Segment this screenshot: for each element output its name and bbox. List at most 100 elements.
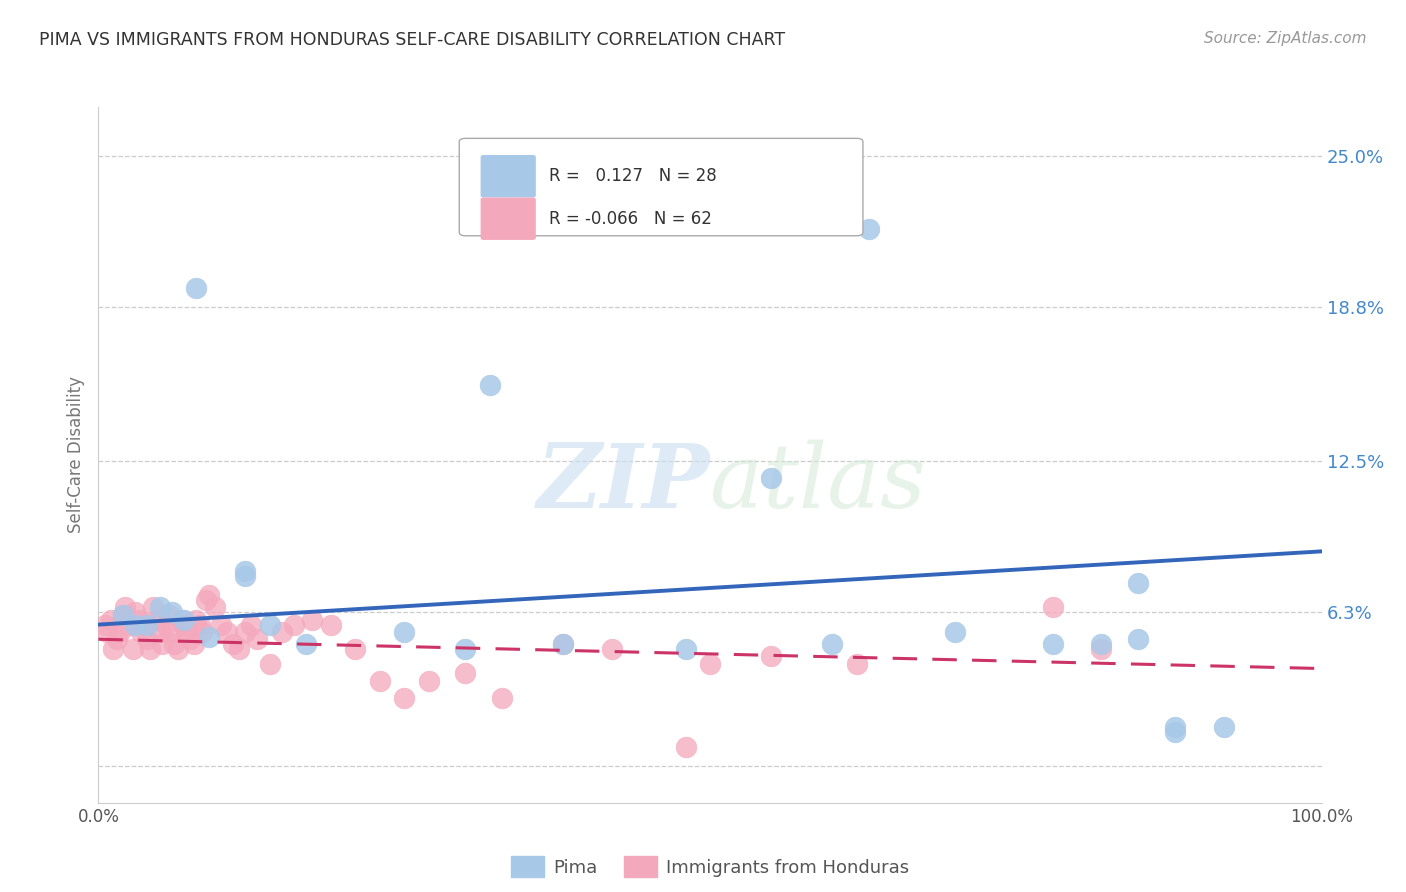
Point <box>1164 720 1187 734</box>
Point <box>699 657 721 671</box>
Point <box>600 642 623 657</box>
Point <box>259 617 281 632</box>
Point <box>179 632 201 647</box>
Text: R =   0.127   N = 28: R = 0.127 N = 28 <box>548 167 716 186</box>
Point <box>163 637 186 651</box>
Point <box>228 642 250 657</box>
Point <box>183 637 205 651</box>
Point <box>136 632 159 647</box>
Point <box>191 624 214 639</box>
Point <box>195 593 218 607</box>
Point <box>124 606 146 620</box>
Point <box>139 642 162 657</box>
Point <box>160 624 183 639</box>
Point <box>121 642 143 657</box>
FancyBboxPatch shape <box>481 156 536 197</box>
Point <box>167 642 190 657</box>
Point <box>392 690 416 705</box>
FancyBboxPatch shape <box>481 198 536 239</box>
Text: R = -0.066   N = 62: R = -0.066 N = 62 <box>548 210 711 227</box>
Point <box>233 624 256 639</box>
Point <box>454 666 477 681</box>
Point <box>111 607 134 622</box>
Point <box>478 378 501 392</box>
FancyBboxPatch shape <box>460 138 863 235</box>
Point <box>1090 642 1112 657</box>
Point <box>821 637 844 651</box>
Point <box>553 637 575 651</box>
Point <box>186 281 208 295</box>
Point <box>118 617 141 632</box>
Point <box>246 632 269 647</box>
Point <box>491 690 513 705</box>
Point <box>157 607 180 622</box>
Point <box>173 613 195 627</box>
Point <box>110 624 132 639</box>
Point <box>454 642 477 657</box>
Point <box>173 617 195 632</box>
Point <box>222 637 245 651</box>
Point <box>943 624 966 639</box>
Point <box>170 613 193 627</box>
Point <box>845 657 868 671</box>
Point <box>197 588 219 602</box>
Point <box>344 642 367 657</box>
Point <box>96 624 118 639</box>
Point <box>1042 600 1064 615</box>
Text: Source: ZipAtlas.com: Source: ZipAtlas.com <box>1204 31 1367 46</box>
Point <box>1128 632 1150 647</box>
Point <box>270 624 294 639</box>
Point <box>295 637 318 651</box>
Point <box>124 617 146 632</box>
Point <box>136 617 159 632</box>
Point <box>105 632 128 647</box>
Point <box>240 617 263 632</box>
Point <box>675 642 697 657</box>
Point <box>319 617 342 632</box>
Point <box>1128 576 1150 591</box>
Point <box>392 624 416 639</box>
Point <box>209 617 232 632</box>
Point <box>197 630 219 644</box>
Point <box>283 617 305 632</box>
Point <box>146 613 169 627</box>
Point <box>368 673 391 688</box>
Point <box>1212 720 1234 734</box>
Point <box>114 600 136 615</box>
Point <box>188 617 211 632</box>
Text: ZIP: ZIP <box>537 440 710 526</box>
Point <box>155 617 177 632</box>
Point <box>233 564 256 578</box>
Point <box>149 600 172 615</box>
Legend: Pima, Immigrants from Honduras: Pima, Immigrants from Honduras <box>503 849 917 884</box>
Y-axis label: Self-Care Disability: Self-Care Disability <box>67 376 86 533</box>
Point <box>761 649 783 664</box>
Point <box>100 613 122 627</box>
Point <box>301 613 323 627</box>
Point <box>176 624 198 639</box>
Point <box>761 471 783 485</box>
Point <box>149 624 172 639</box>
Point <box>1090 637 1112 651</box>
Point <box>418 673 440 688</box>
Point <box>259 657 281 671</box>
Point <box>142 600 165 615</box>
Point <box>1164 725 1187 739</box>
Point <box>150 637 173 651</box>
Point <box>233 568 256 582</box>
Point <box>858 222 880 236</box>
Point <box>134 617 156 632</box>
Point <box>111 607 134 622</box>
Text: atlas: atlas <box>710 440 925 526</box>
Point <box>186 613 208 627</box>
Text: PIMA VS IMMIGRANTS FROM HONDURAS SELF-CARE DISABILITY CORRELATION CHART: PIMA VS IMMIGRANTS FROM HONDURAS SELF-CA… <box>39 31 786 49</box>
Point <box>93 617 115 632</box>
Point <box>101 642 124 657</box>
Point <box>215 624 238 639</box>
Point <box>129 624 152 639</box>
Point <box>128 613 150 627</box>
Point <box>553 637 575 651</box>
Point <box>675 739 697 754</box>
Point <box>204 600 226 615</box>
Point <box>1042 637 1064 651</box>
